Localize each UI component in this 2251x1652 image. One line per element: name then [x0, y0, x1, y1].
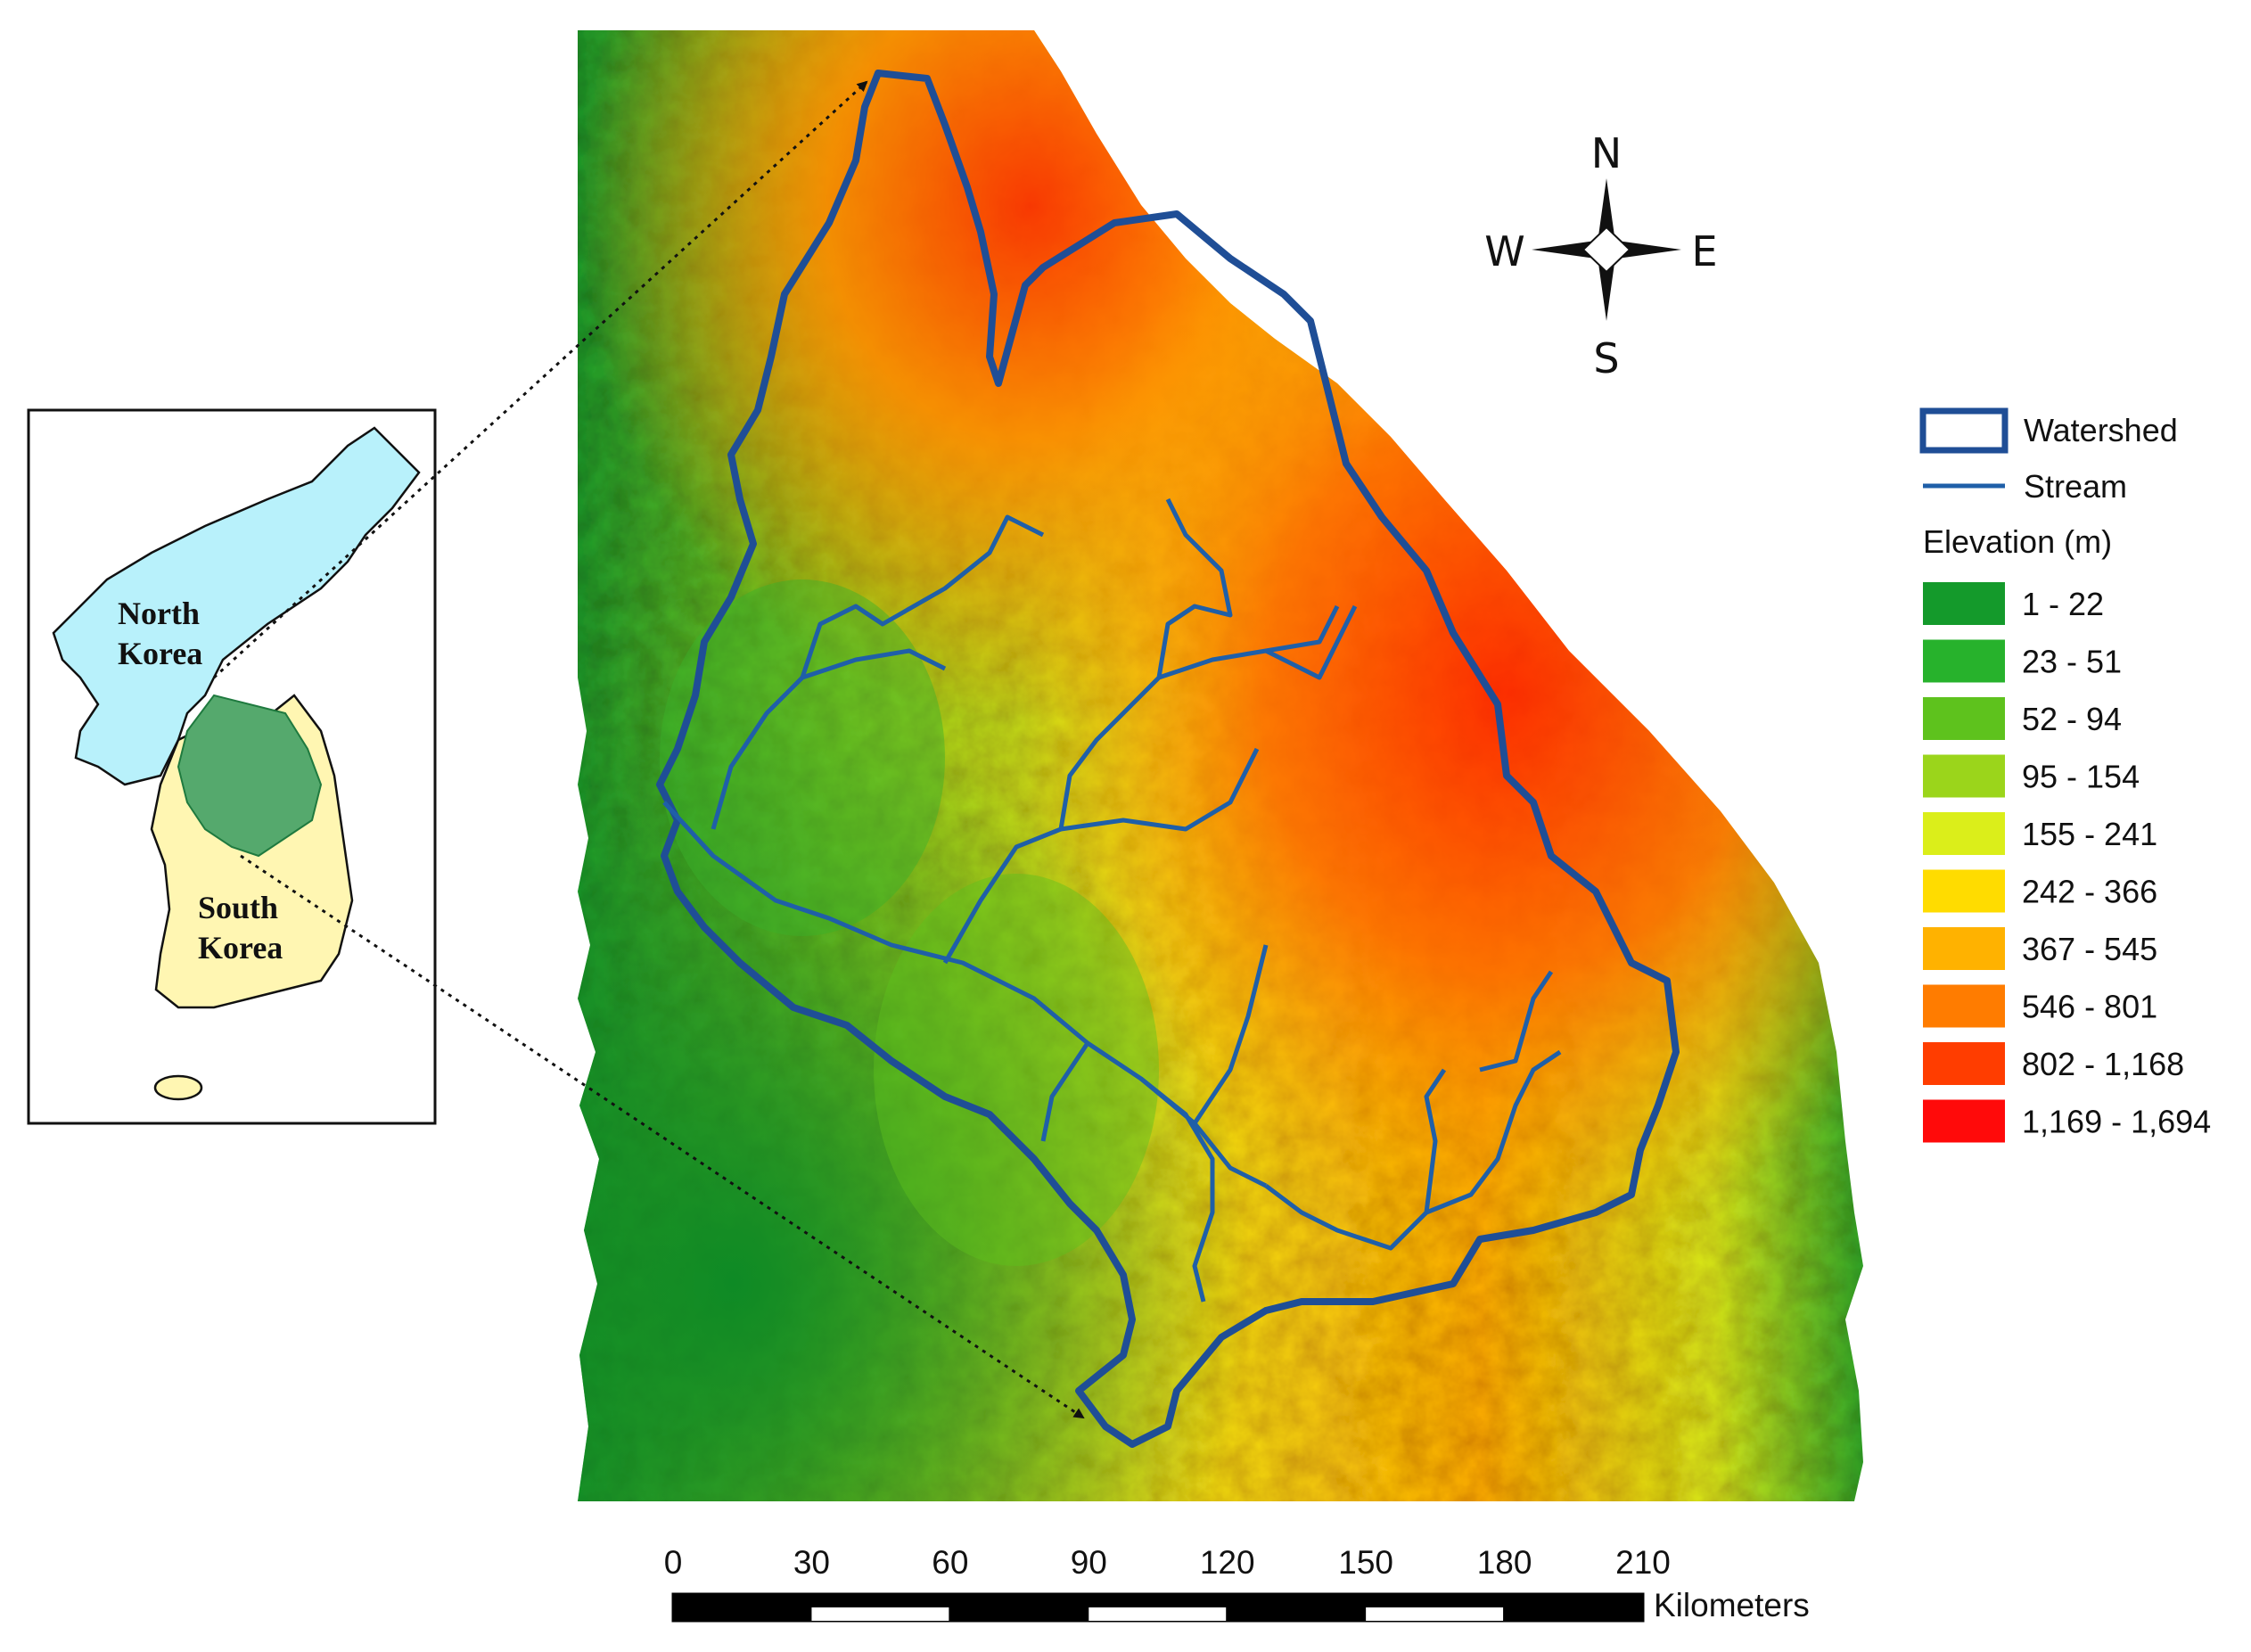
scale-tick-label-6: 180	[1477, 1544, 1532, 1581]
compass-north-point	[1598, 178, 1615, 242]
scale-bar-segments	[671, 1592, 1645, 1623]
scale-segment-0	[671, 1592, 813, 1623]
scale-bar: 0 30 60 90 120 150 180 210 Kilometers	[664, 1544, 1810, 1623]
legend-elevation-title: Elevation (m)	[1923, 523, 2112, 560]
legend-class-label-1: 23 - 51	[2022, 644, 2122, 680]
watershed-boundary	[656, 70, 1680, 1448]
legend-swatch-7	[1923, 984, 2005, 1028]
stream-south-3	[1192, 944, 1269, 1125]
south-korea-label-1: South	[198, 890, 278, 925]
south-korea-label-2: Korea	[198, 930, 283, 966]
legend-stream-label: Stream	[2024, 468, 2127, 505]
legend-watershed-swatch	[1919, 407, 2009, 454]
compass-south-point	[1598, 257, 1615, 321]
scale-tick-label-1: 30	[793, 1544, 830, 1581]
stream-central-1	[942, 604, 1340, 965]
legend: Watershed Stream Elevation (m) 1 - 22 23 …	[1919, 407, 2211, 1143]
legend-swatch-3	[1923, 754, 2005, 798]
scale-tick-label-7: 210	[1615, 1544, 1671, 1581]
legend-watershed-label: Watershed	[2024, 412, 2178, 448]
legend-elevation-classes: 1 - 22 23 - 51 52 - 94 95 - 154 155 - 241 242…	[1923, 582, 2211, 1143]
scale-segment-4	[1226, 1592, 1368, 1623]
legend-class-label-0: 1 - 22	[2022, 586, 2104, 622]
scale-bar-unit: Kilometers	[1654, 1587, 1810, 1623]
inset-watershed-shape	[177, 694, 323, 858]
legend-class-label-8: 802 - 1,168	[2022, 1046, 2184, 1082]
stream-south-2	[1139, 1077, 1215, 1303]
scale-tick-label-4: 120	[1200, 1544, 1255, 1581]
scale-segment-white-5	[1366, 1607, 1505, 1621]
legend-swatch-1	[1923, 639, 2005, 683]
compass-s-label: S	[1593, 334, 1619, 382]
legend-class-label-7: 546 - 801	[2022, 989, 2157, 1025]
scale-segment-white-3	[1089, 1607, 1228, 1621]
north-korea-label-2: Korea	[118, 636, 202, 671]
stream-west-2	[800, 514, 1045, 678]
legend-swatch-5	[1923, 869, 2005, 913]
compass-east-point	[1617, 241, 1681, 259]
scale-tick-label-5: 150	[1338, 1544, 1393, 1581]
scale-tick-label-3: 90	[1071, 1544, 1107, 1581]
legend-swatch-8	[1923, 1042, 2005, 1085]
stream-north-1	[1156, 497, 1233, 678]
legend-class-label-2: 52 - 94	[2022, 701, 2122, 737]
legend-class-label-3: 95 - 154	[2022, 759, 2140, 795]
legend-swatch-9	[1923, 1099, 2005, 1143]
legend-swatch-4	[1923, 812, 2005, 855]
scale-bar-ticks: 0 30 60 90 120 150 180 210	[664, 1544, 1671, 1581]
north-korea-shape	[52, 426, 421, 786]
inset-map: North Korea South Korea	[27, 408, 437, 1125]
legend-class-label-5: 242 - 366	[2022, 874, 2157, 910]
scale-segment-2	[949, 1592, 1090, 1623]
main-stream	[662, 801, 1268, 1188]
stream-east-2	[1425, 1049, 1562, 1215]
compass-e-label: E	[1691, 227, 1717, 275]
legend-swatch-2	[1923, 697, 2005, 740]
scale-segment-white-1	[811, 1607, 950, 1621]
compass-w-label: W	[1484, 227, 1524, 275]
legend-class-label-9: 1,169 - 1,694	[2022, 1104, 2211, 1140]
legend-class-label-4: 155 - 241	[2022, 816, 2157, 852]
jeju-island-shape	[153, 1074, 203, 1101]
compass-n-label: N	[1591, 129, 1622, 177]
legend-swatch-6	[1923, 927, 2005, 970]
stream-south-1	[1040, 1041, 1090, 1142]
scale-tick-label-0: 0	[664, 1544, 683, 1581]
scale-tick-label-2: 60	[932, 1544, 968, 1581]
stream-central-2	[1060, 747, 1260, 832]
stream-east-1	[1264, 1068, 1447, 1251]
legend-swatch-0	[1923, 582, 2005, 625]
compass-west-point	[1532, 241, 1596, 259]
north-korea-label-1: North	[118, 596, 200, 631]
stream-north-2	[1264, 604, 1358, 680]
legend-class-label-6: 367 - 545	[2022, 931, 2157, 967]
scale-segment-6	[1503, 1592, 1645, 1623]
stream-network	[662, 497, 1562, 1303]
compass-rose: N S E W	[1484, 129, 1717, 382]
stream-east-3	[1479, 970, 1554, 1073]
